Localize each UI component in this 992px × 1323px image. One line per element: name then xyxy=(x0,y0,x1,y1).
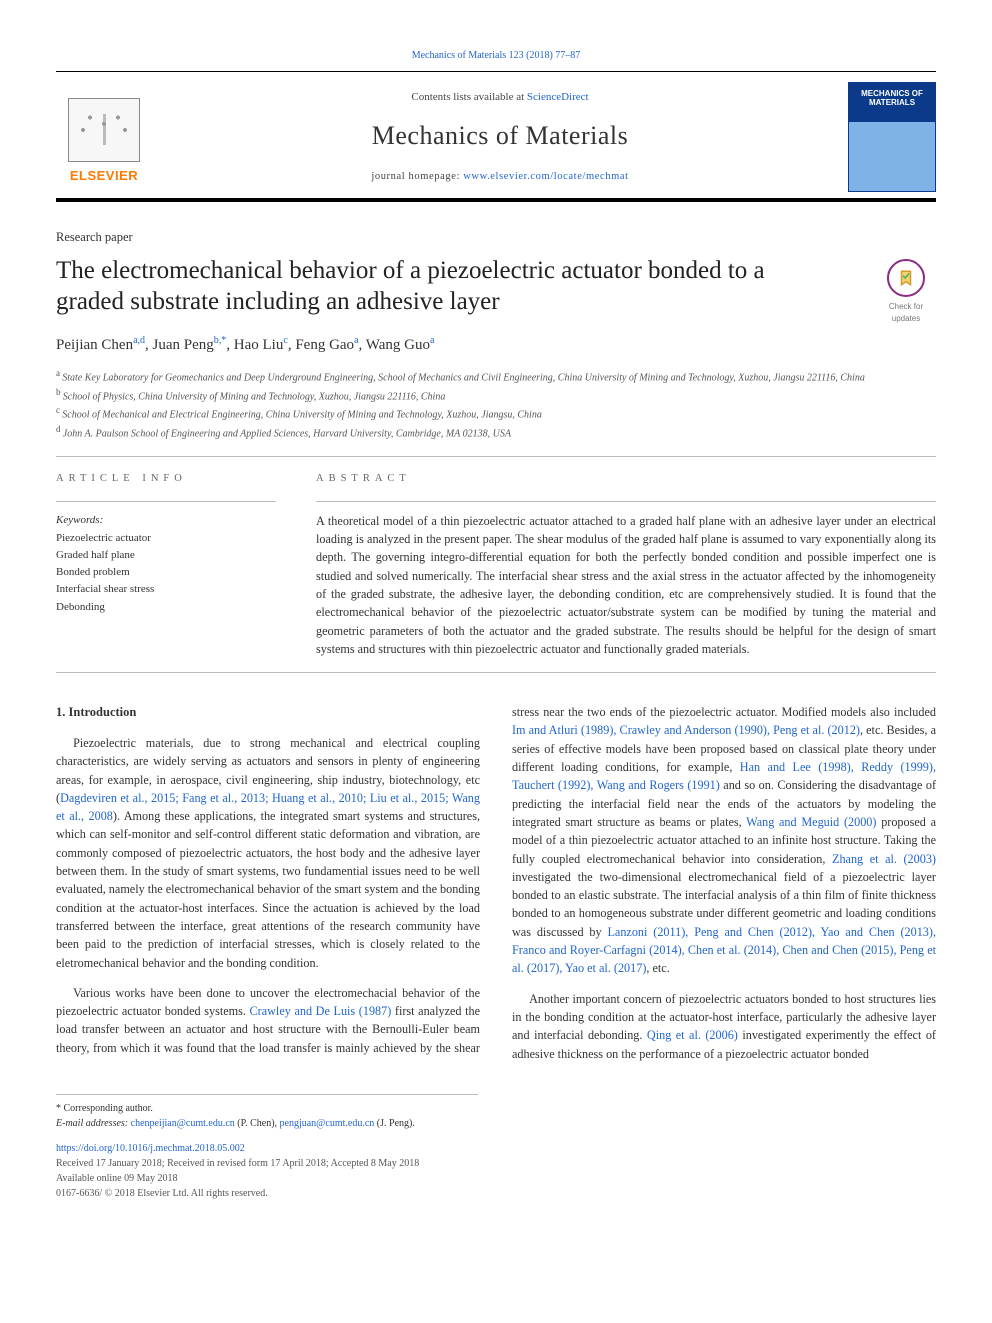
email-line: E-mail addresses: chenpeijian@cumt.edu.c… xyxy=(56,1116,478,1131)
email-link[interactable]: chenpeijian@cumt.edu.cn xyxy=(131,1118,235,1129)
text-run: ). Among these applications, the integra… xyxy=(56,809,480,969)
email-label: E-mail addresses: xyxy=(56,1118,128,1129)
author: Feng Gao xyxy=(295,337,354,353)
affiliation: c School of Mechanical and Electrical En… xyxy=(56,404,936,423)
abstract-column: ABSTRACT A theoretical model of a thin p… xyxy=(316,471,936,658)
corr-author-label: * Corresponding author. xyxy=(56,1101,478,1116)
affiliation: a State Key Laboratory for Geomechanics … xyxy=(56,367,936,386)
contents-line: Contents lists available at ScienceDirec… xyxy=(164,89,836,106)
publisher-logo: ELSEVIER xyxy=(56,89,152,185)
citation-link[interactable]: Crawley and De Luis (1987) xyxy=(250,1004,392,1018)
keywords-list: Piezoelectric actuatorGraded half planeB… xyxy=(56,530,276,615)
email-link[interactable]: pengjuan@cumt.edu.cn xyxy=(280,1118,375,1129)
copyright-line: 0167-6636/ © 2018 Elsevier Ltd. All righ… xyxy=(56,1188,268,1199)
author-affil-sup: a,d xyxy=(133,335,145,346)
corresponding-footnote: * Corresponding author. E-mail addresses… xyxy=(56,1094,478,1131)
journal-header: ELSEVIER Contents lists available at Sci… xyxy=(56,71,936,202)
author-affil-sup: c xyxy=(283,335,287,346)
keyword: Graded half plane xyxy=(56,547,276,564)
body-columns: 1. Introduction Piezoelectric materials,… xyxy=(56,703,936,1066)
author: Peijian Chen xyxy=(56,337,133,353)
info-abstract-row: ARTICLE INFO Keywords: Piezoelectric act… xyxy=(56,471,936,658)
journal-name: Mechanics of Materials xyxy=(164,116,836,155)
cover-label: MECHANICS OF MATERIALS xyxy=(861,89,923,107)
body-paragraph: Another important concern of piezoelectr… xyxy=(512,990,936,1063)
divider xyxy=(56,672,936,673)
abstract-text: A theoretical model of a thin piezoelect… xyxy=(316,512,936,658)
article-info-heading: ARTICLE INFO xyxy=(56,471,276,487)
citation-link[interactable]: Qing et al. (2006) xyxy=(647,1028,738,1042)
elsevier-tree-icon xyxy=(68,98,140,162)
journal-cover-thumb: MECHANICS OF MATERIALS xyxy=(848,82,936,192)
keyword: Debonding xyxy=(56,599,276,616)
article-info-column: ARTICLE INFO Keywords: Piezoelectric act… xyxy=(56,471,276,658)
divider xyxy=(56,501,276,502)
running-head: Mechanics of Materials 123 (2018) 77–87 xyxy=(56,48,936,71)
text-run: , etc. xyxy=(646,961,669,975)
bookmark-check-icon xyxy=(887,259,925,297)
body-paragraph: Piezoelectric materials, due to strong m… xyxy=(56,734,480,972)
homepage-line: journal homepage: www.elsevier.com/locat… xyxy=(164,169,836,185)
badge-line1: Check for xyxy=(876,301,936,313)
divider xyxy=(56,456,936,457)
author: Juan Peng xyxy=(153,337,214,353)
author: Hao Liu xyxy=(234,337,284,353)
sciencedirect-link[interactable]: ScienceDirect xyxy=(527,91,589,103)
citation-link[interactable]: Wang and Meguid (2000) xyxy=(746,815,876,829)
keywords-label: Keywords: xyxy=(56,512,276,529)
keyword: Interfacial shear stress xyxy=(56,581,276,598)
affiliations: a State Key Laboratory for Geomechanics … xyxy=(56,367,936,442)
divider xyxy=(316,501,936,502)
section-heading: 1. Introduction xyxy=(56,703,480,722)
journal-homepage-link[interactable]: www.elsevier.com/locate/mechmat xyxy=(463,171,628,182)
article-type: Research paper xyxy=(56,228,936,247)
doi-block: https://doi.org/10.1016/j.mechmat.2018.0… xyxy=(56,1141,936,1201)
keyword: Piezoelectric actuator xyxy=(56,530,276,547)
header-center: Contents lists available at ScienceDirec… xyxy=(152,89,848,184)
author-affil-sup: a xyxy=(354,335,358,346)
homepage-prefix: journal homepage: xyxy=(371,171,463,182)
citation-link[interactable]: Zhang et al. (2003) xyxy=(832,852,936,866)
author-list: Peijian Chena,d, Juan Pengb,*, Hao Liuc,… xyxy=(56,333,936,357)
author-affil-sup: a xyxy=(430,335,434,346)
keyword: Bonded problem xyxy=(56,564,276,581)
doi-link[interactable]: https://doi.org/10.1016/j.mechmat.2018.0… xyxy=(56,1143,245,1154)
history-line: Received 17 January 2018; Received in re… xyxy=(56,1158,419,1169)
online-line: Available online 09 May 2018 xyxy=(56,1173,177,1184)
check-updates-badge[interactable]: Check for updates xyxy=(876,259,936,325)
author-affil-sup: b,* xyxy=(214,335,227,346)
publisher-wordmark: ELSEVIER xyxy=(70,166,138,186)
affiliation: b School of Physics, China University of… xyxy=(56,386,936,405)
abstract-heading: ABSTRACT xyxy=(316,471,936,487)
affiliation: d John A. Paulson School of Engineering … xyxy=(56,423,936,442)
badge-line2: updates xyxy=(876,313,936,325)
citation-link[interactable]: Im and Atluri (1989), Crawley and Anders… xyxy=(512,723,860,737)
article-title: The electromechanical behavior of a piez… xyxy=(56,255,836,318)
citation-line: Mechanics of Materials 123 (2018) 77–87 xyxy=(412,50,581,61)
text-run: the two ends of the piezoelectric actuat… xyxy=(568,705,936,719)
contents-prefix: Contents lists available at xyxy=(411,91,526,103)
author: Wang Guo xyxy=(366,337,430,353)
